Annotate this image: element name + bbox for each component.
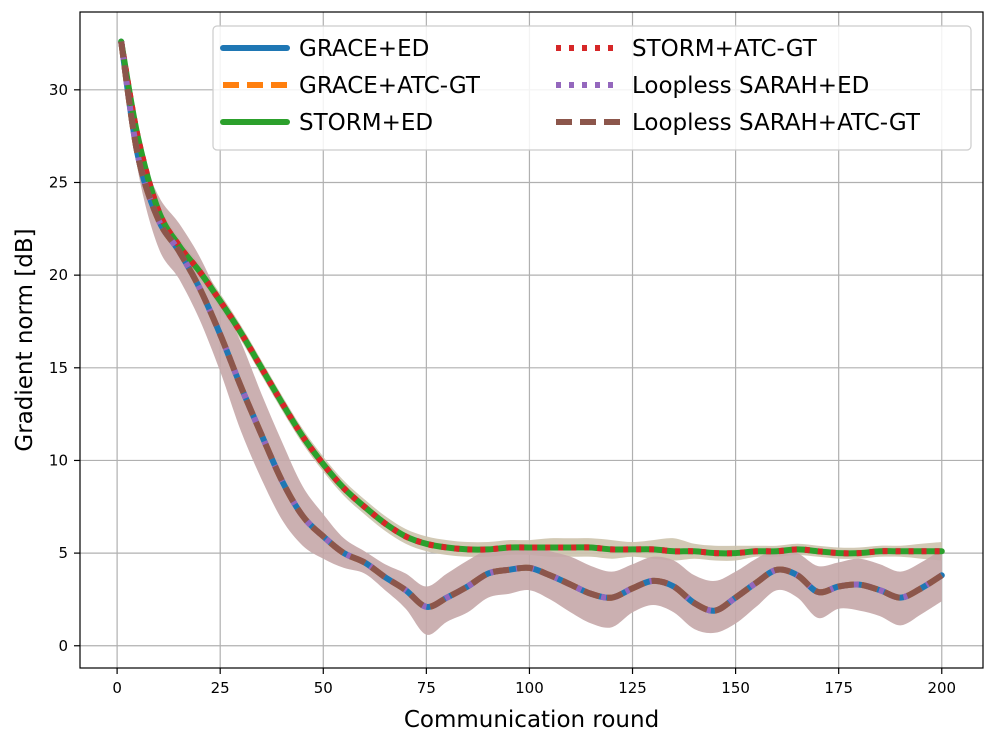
legend-label: STORM+ATC-GT bbox=[632, 36, 818, 62]
y-tick-label: 25 bbox=[49, 173, 68, 191]
x-tick-label: 50 bbox=[314, 679, 333, 697]
x-tick-label: 25 bbox=[211, 679, 230, 697]
x-tick-label: 100 bbox=[515, 679, 544, 697]
legend-label: Loopless SARAH+ED bbox=[632, 73, 869, 99]
plot-frame bbox=[79, 11, 984, 669]
x-tick-label: 75 bbox=[417, 679, 436, 697]
y-tick-label: 10 bbox=[49, 451, 68, 469]
legend-label: GRACE+ATC-GT bbox=[299, 73, 481, 99]
x-tick-label: 200 bbox=[927, 679, 956, 697]
legend-box bbox=[212, 25, 972, 151]
confidence-bands bbox=[121, 37, 942, 635]
y-tick-label: 0 bbox=[58, 637, 68, 655]
x-axis-label: Communication round bbox=[404, 707, 659, 733]
band-A bbox=[121, 37, 942, 635]
axis-ticks: 0 25 50 75 100 125 150 175 200 0 5 10 15 20 25 30 bbox=[49, 81, 956, 697]
y-tick-label: 20 bbox=[49, 266, 68, 284]
x-tick-label: 150 bbox=[721, 679, 750, 697]
x-tick-label: 0 bbox=[112, 679, 122, 697]
series-lines bbox=[118, 38, 945, 614]
legend-label: Loopless SARAH+ATC-GT bbox=[632, 110, 921, 136]
legend-label: STORM+ED bbox=[299, 110, 433, 136]
legend: GRACE+ED GRACE+ATC-GT STORM+ED STORM+ATC-GT… bbox=[212, 25, 972, 151]
y-tick-label: 15 bbox=[49, 359, 68, 377]
y-tick-label: 5 bbox=[58, 544, 68, 562]
series-line-loopless-sarah-atc-gt bbox=[118, 41, 944, 614]
series-line-storm-ed bbox=[118, 38, 945, 557]
y-axis-label: Gradient norm [dB] bbox=[12, 228, 38, 451]
y-tick-label: 30 bbox=[49, 81, 68, 99]
legend-label: GRACE+ED bbox=[299, 36, 429, 62]
x-tick-label: 125 bbox=[618, 679, 647, 697]
x-tick-label: 175 bbox=[824, 679, 853, 697]
